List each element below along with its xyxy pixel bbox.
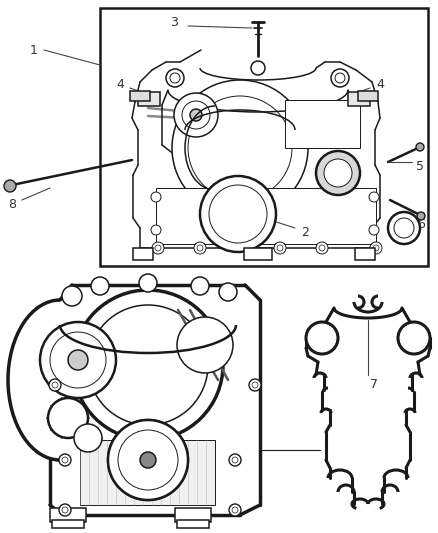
Circle shape (118, 430, 178, 490)
Circle shape (88, 305, 208, 425)
Circle shape (229, 454, 241, 466)
Circle shape (182, 101, 210, 129)
Circle shape (48, 398, 88, 438)
Circle shape (274, 242, 286, 254)
Circle shape (152, 242, 164, 254)
Circle shape (52, 382, 58, 388)
Circle shape (316, 242, 328, 254)
Circle shape (139, 274, 157, 292)
Circle shape (373, 245, 379, 251)
Circle shape (151, 192, 161, 202)
Bar (175, 508, 211, 522)
Circle shape (335, 73, 345, 83)
Circle shape (319, 245, 325, 251)
Circle shape (62, 286, 82, 306)
Circle shape (324, 159, 352, 187)
Circle shape (416, 143, 424, 151)
Circle shape (394, 218, 414, 238)
Bar (358, 91, 378, 101)
Bar (177, 520, 209, 528)
Circle shape (398, 322, 430, 354)
Circle shape (166, 69, 184, 87)
Circle shape (68, 350, 88, 370)
Text: 4: 4 (116, 77, 124, 91)
Circle shape (316, 151, 360, 195)
Bar (80, 440, 215, 505)
Circle shape (151, 225, 161, 235)
Circle shape (108, 420, 188, 500)
Circle shape (177, 317, 233, 373)
Circle shape (118, 430, 178, 490)
Circle shape (140, 452, 156, 468)
Text: 7: 7 (370, 378, 378, 392)
Circle shape (417, 212, 425, 220)
Circle shape (277, 245, 283, 251)
Circle shape (62, 457, 68, 463)
Circle shape (172, 80, 308, 216)
Circle shape (190, 109, 202, 121)
Bar (348, 92, 370, 106)
Circle shape (331, 69, 349, 87)
Text: 1: 1 (30, 44, 38, 56)
Circle shape (59, 454, 71, 466)
Circle shape (252, 382, 258, 388)
Bar (52, 520, 84, 528)
Text: 3: 3 (170, 15, 178, 28)
Circle shape (62, 507, 68, 513)
Text: 2: 2 (301, 227, 309, 239)
Circle shape (50, 332, 106, 388)
Circle shape (229, 504, 241, 516)
Circle shape (232, 457, 238, 463)
Text: 4: 4 (376, 77, 384, 91)
Bar (285, 100, 360, 148)
Circle shape (219, 283, 237, 301)
Bar (156, 188, 376, 244)
Circle shape (197, 245, 203, 251)
Bar (133, 248, 153, 260)
Circle shape (40, 322, 116, 398)
Text: 5: 5 (416, 160, 424, 174)
Circle shape (209, 185, 267, 243)
Circle shape (73, 290, 223, 440)
Bar (138, 92, 160, 106)
Circle shape (174, 93, 218, 137)
Text: 6: 6 (417, 219, 425, 231)
Bar (50, 508, 86, 522)
Bar (130, 91, 150, 101)
Text: 8: 8 (8, 198, 16, 212)
Circle shape (249, 379, 261, 391)
Circle shape (194, 242, 206, 254)
Circle shape (108, 420, 188, 500)
Circle shape (74, 424, 102, 452)
Circle shape (188, 96, 292, 200)
Circle shape (369, 225, 379, 235)
Bar (100, 8, 428, 266)
Circle shape (191, 277, 209, 295)
Circle shape (155, 245, 161, 251)
Circle shape (369, 192, 379, 202)
Circle shape (170, 73, 180, 83)
Circle shape (91, 277, 109, 295)
Circle shape (49, 379, 61, 391)
Bar (355, 248, 375, 260)
Circle shape (306, 322, 338, 354)
Circle shape (251, 61, 265, 75)
Circle shape (232, 507, 238, 513)
Circle shape (59, 504, 71, 516)
Circle shape (4, 180, 16, 192)
Circle shape (200, 176, 276, 252)
Circle shape (388, 212, 420, 244)
Circle shape (370, 242, 382, 254)
Bar (244, 248, 272, 260)
